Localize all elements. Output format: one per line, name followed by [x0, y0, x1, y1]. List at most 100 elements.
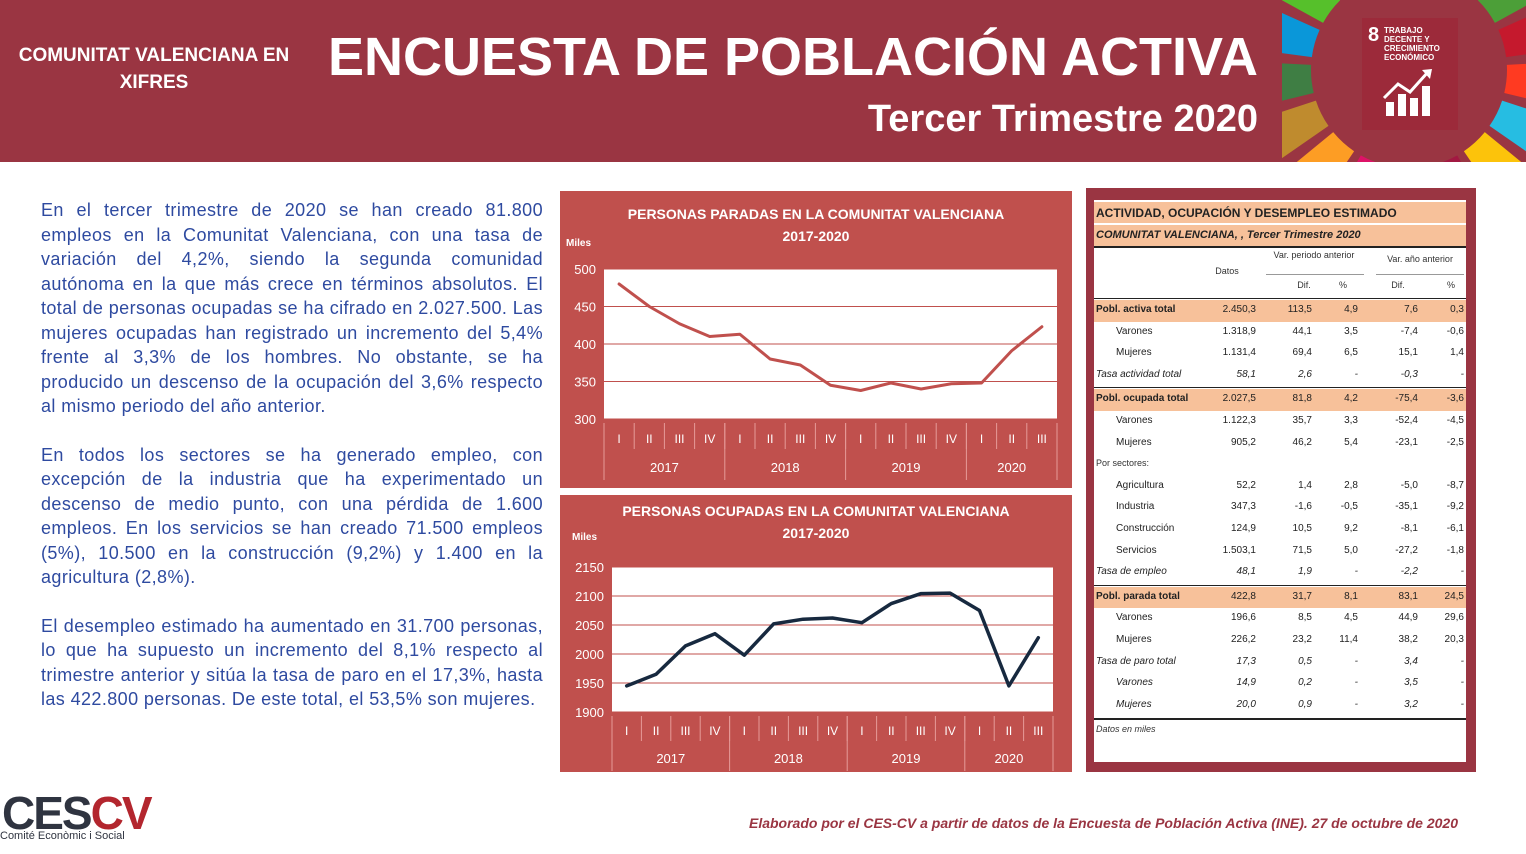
- cell-pct1: 4,9: [1344, 304, 1358, 315]
- chart-title-line2: 2017-2020: [783, 228, 850, 244]
- cell-dif2: 44,9: [1398, 612, 1418, 624]
- table-row: Tasa actividad total 58,1 2,6 - -0,3 -: [1094, 365, 1466, 387]
- footer-source: Elaborado por el CES-CV a partir de dato…: [748, 815, 1458, 831]
- cell-datos: 2.027,5: [1222, 393, 1256, 405]
- data-point: [890, 382, 892, 384]
- table-rule: [1094, 387, 1466, 389]
- cell-pct1: 5,4: [1344, 436, 1358, 448]
- data-point: [830, 384, 831, 386]
- cell-dif2: -0,3: [1400, 368, 1418, 380]
- data-point: [799, 364, 801, 366]
- y-tick-label: 2100: [575, 589, 604, 604]
- x-year-label: 2017: [656, 751, 685, 766]
- chart-title-line2: 2017-2020: [783, 525, 850, 541]
- cell-dif2: 83,1: [1398, 590, 1418, 602]
- cell-pct2: 1,4: [1450, 347, 1464, 359]
- cell-datos: 2.450,3: [1222, 304, 1256, 315]
- cell-dif2: 3,4: [1404, 655, 1418, 667]
- cell-dif1: 2,6: [1298, 368, 1312, 380]
- x-tick-label: II: [770, 724, 777, 738]
- page-subtitle: Tercer Trimestre 2020: [867, 98, 1258, 140]
- cell-pct1: -: [1354, 566, 1358, 578]
- x-tick-label: III: [916, 432, 926, 446]
- table-row: Varones 1.122,3 35,7 3,3 -52,4 -4,5: [1094, 411, 1466, 433]
- page-title: ENCUESTA DE POBLACIÓN ACTIVA: [327, 27, 1258, 87]
- cell-datos: 196,6: [1230, 612, 1256, 624]
- cell-pct2: 20,3: [1444, 634, 1464, 645]
- sdg-wheel-segment: [1282, 12, 1320, 58]
- table-row: Mujeres 1.131,4 69,4 6,5 15,1 1,4: [1094, 343, 1466, 365]
- x-tick-label: II: [653, 724, 660, 738]
- sdg-wheel-logo: [1282, 0, 1526, 162]
- data-point: [920, 388, 922, 390]
- data-point: [709, 336, 711, 337]
- cell-pct2: -: [1460, 655, 1464, 667]
- cell-datos: 347,3: [1230, 501, 1256, 513]
- x-tick-label: II: [767, 432, 774, 446]
- cell-pct2: -6,1: [1446, 523, 1464, 534]
- chart-ocupados: PERSONAS OCUPADAS EN LA COMUNITAT VALENC…: [572, 503, 1054, 771]
- cell-pct2: 0,3: [1450, 304, 1464, 315]
- y-tick-label: 400: [574, 337, 596, 352]
- cell-pct1: 5,0: [1344, 544, 1358, 556]
- cell-pct2: -0,6: [1446, 325, 1464, 337]
- cell-label: Agricultura: [1116, 479, 1164, 491]
- x-year-label: 2020: [994, 751, 1023, 766]
- table-title-row: ACTIVIDAD, OCUPACIÓN Y DESEMPLEO ESTIMAD…: [1094, 202, 1466, 223]
- data-point: [1037, 637, 1039, 639]
- sdg-wheel-segment: [1296, 132, 1355, 162]
- x-year-label: 2018: [771, 460, 800, 475]
- data-point: [773, 623, 775, 625]
- cell-datos: 905,2: [1230, 436, 1256, 448]
- logo-ces: CES: [2, 787, 93, 839]
- x-tick-label: II: [888, 432, 895, 446]
- x-tick-label: II: [888, 724, 895, 738]
- x-year-label: 2019: [892, 751, 921, 766]
- chart-parados-panel: PERSONAS PARADAS EN LA COMUNITAT VALENCI…: [560, 191, 1072, 488]
- x-tick-label: IV: [825, 432, 836, 446]
- cell-pct1: 9,2: [1344, 523, 1358, 534]
- plot-area: [612, 567, 1053, 712]
- cell-pct1: 11,4: [1339, 634, 1358, 645]
- growth-chart-icon: [1382, 69, 1432, 116]
- x-tick-label: I: [738, 432, 741, 446]
- cell-dif2: -27,2: [1395, 544, 1418, 556]
- col-pct2-header: %: [1446, 280, 1455, 290]
- x-tick-label: III: [798, 724, 808, 738]
- y-axis-label: Miles: [566, 238, 591, 249]
- cell-dif2: -35,1: [1395, 501, 1418, 513]
- rule-var-anterior: [1266, 274, 1364, 275]
- por-sectores-label: Por sectores:: [1096, 458, 1150, 469]
- paragraph-employment: En el tercer trimestre de 2020 se han cr…: [41, 200, 543, 416]
- x-tick-label: III: [680, 724, 690, 738]
- cell-dif2: -8,1: [1400, 523, 1418, 534]
- cell-pct1: 2,8: [1344, 479, 1358, 491]
- cell-datos: 1.131,4: [1222, 347, 1256, 359]
- table-row: Varones 1.318,9 44,1 3,5 -7,4 -0,6: [1094, 322, 1466, 344]
- cell-label: Pobl. activa total: [1096, 304, 1176, 315]
- x-tick-label: II: [646, 432, 653, 446]
- x-tick-label: III: [916, 724, 926, 738]
- header-banner: COMUNITAT VALENCIANA EN XIFRES ENCUESTA …: [0, 0, 1526, 162]
- x-tick-label: II: [1008, 432, 1015, 446]
- cell-dif1: 46,2: [1292, 436, 1312, 448]
- cell-datos: 52,2: [1236, 479, 1256, 491]
- data-table: ACTIVIDAD, OCUPACIÓN Y DESEMPLEO ESTIMAD…: [1094, 200, 1466, 762]
- cell-pct2: -1,8: [1446, 544, 1464, 556]
- summary-text: En el tercer trimestre de 2020 se han cr…: [41, 198, 543, 736]
- data-point: [714, 633, 716, 635]
- table-title: ACTIVIDAD, OCUPACIÓN Y DESEMPLEO ESTIMAD…: [1096, 206, 1397, 220]
- cell-pct1: -: [1354, 368, 1358, 380]
- data-point: [1041, 326, 1043, 328]
- cell-dif1: 44,1: [1292, 325, 1312, 337]
- sdg-label: TRABAJO DECENTE Y CRECIMIENTO ECONÓMICO: [1384, 26, 1440, 62]
- cell-datos: 226,2: [1230, 634, 1256, 645]
- data-point: [618, 283, 620, 285]
- col-pct1-header: %: [1338, 280, 1347, 290]
- cell-dif2: 7,6: [1404, 304, 1418, 315]
- data-point: [981, 382, 982, 384]
- table-row: Varones 14,9 0,2 - 3,5 -: [1094, 673, 1466, 695]
- table-rule: [1094, 298, 1466, 299]
- cell-datos: 124,9: [1230, 523, 1256, 534]
- chart-ocupados-panel: PERSONAS OCUPADAS EN LA COMUNITAT VALENC…: [560, 495, 1072, 772]
